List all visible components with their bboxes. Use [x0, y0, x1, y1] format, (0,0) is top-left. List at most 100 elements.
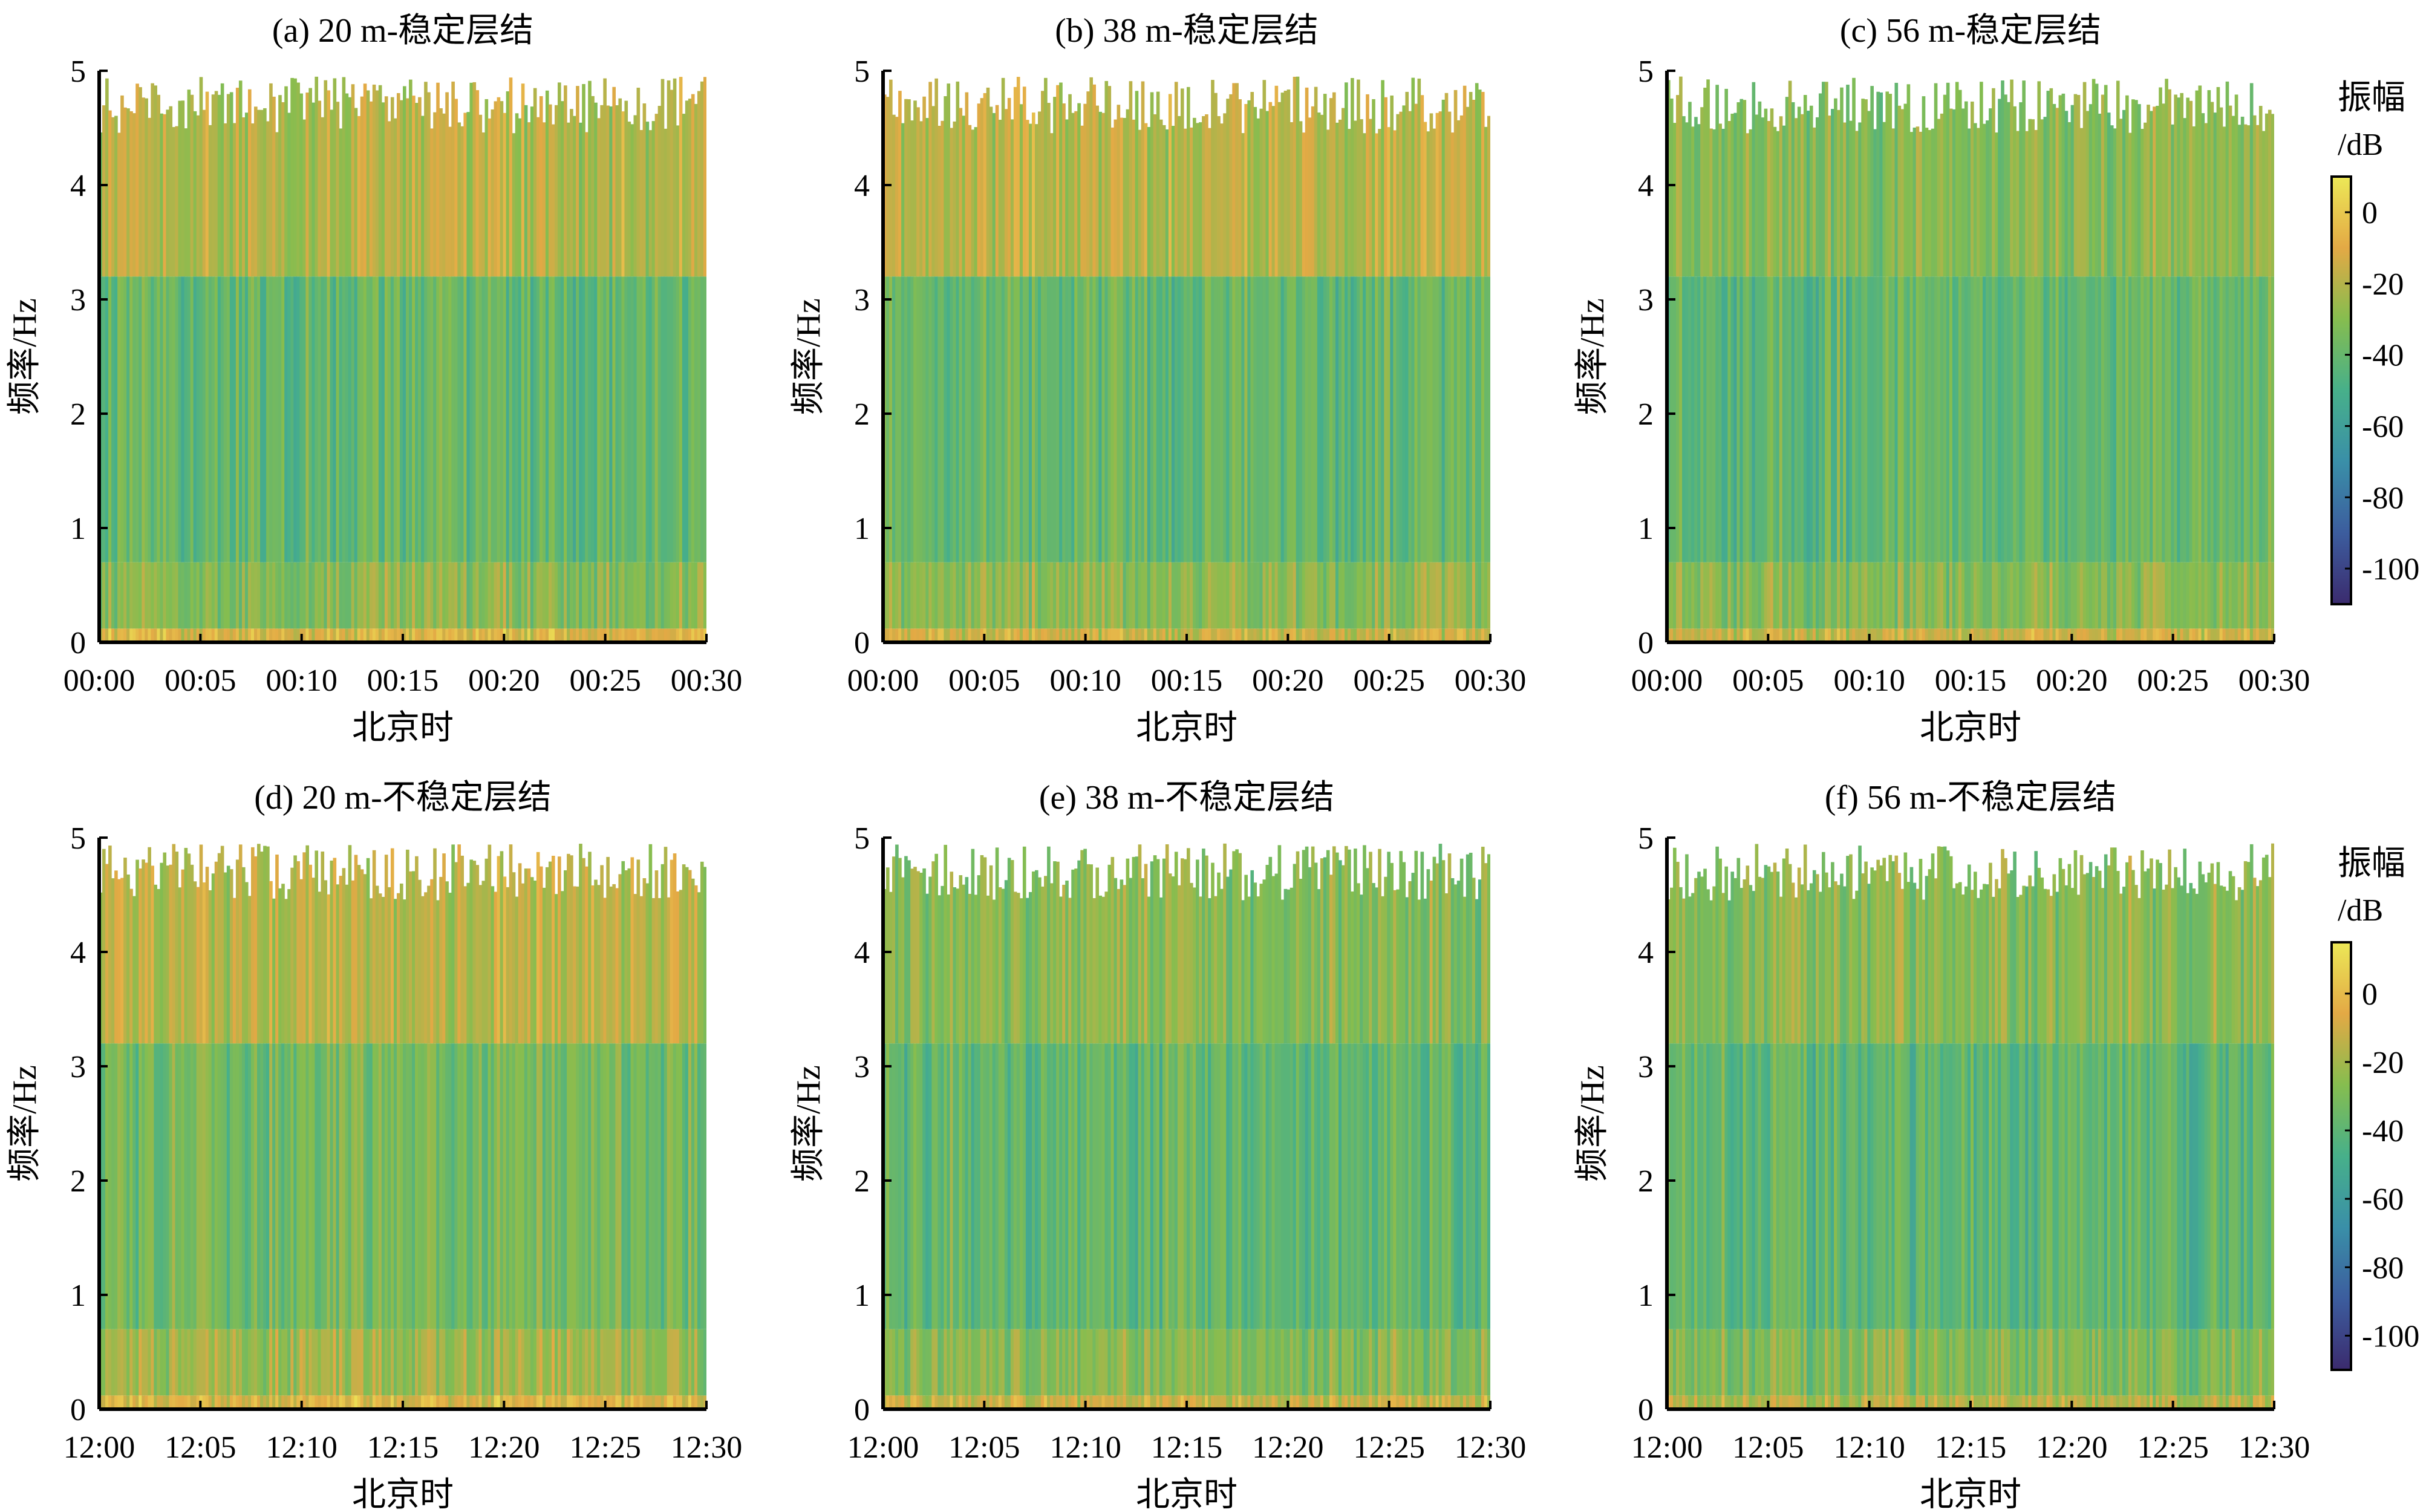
spectrogram-cell: [475, 562, 480, 629]
spectrogram-cell: [2255, 562, 2260, 629]
spectrogram-cell: [1822, 1395, 1825, 1409]
spectrogram-cell: [1059, 82, 1063, 277]
spectrogram-cell: [1423, 1329, 1427, 1396]
spectrogram-cell: [1262, 80, 1267, 277]
spectrogram-cell: [1296, 276, 1300, 562]
spectrogram-cell: [1852, 628, 1856, 642]
spectrogram-cell: [980, 1043, 984, 1329]
spectrogram-cell: [1259, 276, 1263, 562]
spectrogram-cell: [1888, 855, 1893, 1044]
spectrogram-cell: [1293, 1329, 1297, 1396]
spectrogram-cell: [217, 1395, 221, 1409]
spectrogram-cell: [387, 121, 391, 277]
spectrogram-cell: [503, 1329, 507, 1396]
spectrogram-cell: [184, 1329, 188, 1396]
y-tick-label: 5: [1638, 54, 1654, 89]
spectrogram-cell: [518, 276, 522, 562]
spectrogram-cell: [1736, 102, 1741, 277]
spectrogram-cell: [1126, 1043, 1130, 1329]
spectrogram-cell: [1369, 276, 1372, 562]
spectrogram-cell: [481, 562, 486, 629]
spectrogram-cell: [558, 1395, 561, 1409]
spectrogram-cell: [108, 276, 112, 562]
spectrogram-cell: [545, 1329, 549, 1396]
spectrogram-cell: [1426, 1043, 1430, 1329]
spectrogram-cell: [1715, 1043, 1719, 1329]
spectrogram-cell: [1928, 1329, 1932, 1396]
spectrogram-cell: [2246, 628, 2251, 642]
spectrogram-cell: [1435, 1043, 1439, 1329]
spectrogram-cell: [305, 1395, 309, 1409]
spectrogram-cell: [1363, 1395, 1366, 1409]
spectrogram-cell: [2037, 1395, 2041, 1409]
spectrogram-cell: [1727, 628, 1732, 642]
spectrogram-cell: [235, 1329, 240, 1396]
spectrogram-cell: [357, 1395, 361, 1409]
spectrogram-cell: [2076, 1043, 2081, 1329]
spectrogram-cell: [1441, 1329, 1446, 1396]
spectrogram-cell: [1444, 1395, 1449, 1409]
spectrogram-cell: [181, 562, 185, 629]
spectrogram-cell: [1193, 1395, 1196, 1409]
spectrogram-cell: [1977, 1395, 1980, 1409]
spectrogram-cell: [1785, 848, 1789, 1044]
spectrogram-cell: [564, 628, 567, 642]
spectrogram-cell: [700, 276, 704, 562]
spectrogram-cell: [494, 562, 498, 629]
spectrogram-cell: [597, 1043, 601, 1329]
spectrogram-cell: [102, 105, 106, 277]
spectrogram-cell: [1159, 276, 1163, 562]
spectrogram-cell: [527, 628, 531, 642]
spectrogram-cell: [2140, 1329, 2144, 1396]
spectrogram-cell: [448, 1329, 452, 1396]
spectrogram-cell: [1940, 276, 1944, 562]
spectrogram-cell: [1265, 276, 1270, 562]
spectrogram-cell: [418, 879, 422, 1044]
spectrogram-cell: [1761, 1329, 1765, 1396]
spectrogram-cell: [451, 628, 455, 642]
spectrogram-cell: [2022, 1043, 2026, 1329]
spectrogram-cell: [1946, 850, 1950, 1044]
spectrogram-cell: [269, 1043, 273, 1329]
spectrogram-cell: [1940, 562, 1944, 629]
spectrogram-cell: [1791, 562, 1795, 629]
spectrogram-cell: [697, 628, 701, 642]
spectrogram-cell: [944, 96, 948, 277]
spectrogram-cell: [1022, 628, 1026, 642]
spectrogram-cell: [1782, 562, 1786, 629]
spectrogram-cell: [1925, 1395, 1929, 1409]
spectrogram-cell: [500, 1329, 504, 1396]
spectrogram-cell: [105, 1395, 109, 1409]
spectrogram-cell: [1472, 562, 1476, 629]
spectrogram-cell: [1408, 628, 1412, 642]
spectrogram-cell: [1044, 1043, 1048, 1329]
spectrogram-cell: [439, 628, 443, 642]
spectrogram-cell: [384, 1329, 388, 1396]
spectrogram-cell: [2134, 276, 2138, 562]
spectrogram-cell: [2079, 128, 2084, 277]
spectrogram-cell: [515, 628, 519, 642]
spectrogram-cell: [348, 628, 352, 642]
spectrogram-cell: [399, 100, 403, 277]
spectrogram-cell: [1351, 628, 1354, 642]
spectrogram-cell: [1983, 123, 1986, 277]
spectrogram-cell: [1450, 628, 1455, 642]
spectrogram-cell: [372, 850, 376, 1044]
spectrogram-cell: [627, 868, 631, 1044]
spectrogram-cell: [1035, 124, 1038, 277]
spectrogram-cell: [527, 562, 531, 629]
spectrogram-cell: [694, 103, 698, 277]
spectrogram-cell: [1268, 102, 1273, 277]
spectrogram-cell: [2216, 276, 2220, 562]
spectrogram-cell: [1974, 123, 1977, 277]
spectrogram-cell: [564, 1329, 567, 1396]
spectrogram-cell: [1174, 276, 1178, 562]
spectrogram-cell: [238, 1043, 243, 1329]
spectrogram-cell: [567, 562, 570, 629]
spectrogram-cell: [412, 276, 416, 562]
spectrogram-cell: [1286, 89, 1291, 277]
spectrogram-cell: [1348, 276, 1351, 562]
spectrogram-cell: [1372, 628, 1375, 642]
spectrogram-cell: [1794, 1043, 1798, 1329]
spectrogram-cell: [1815, 562, 1819, 629]
